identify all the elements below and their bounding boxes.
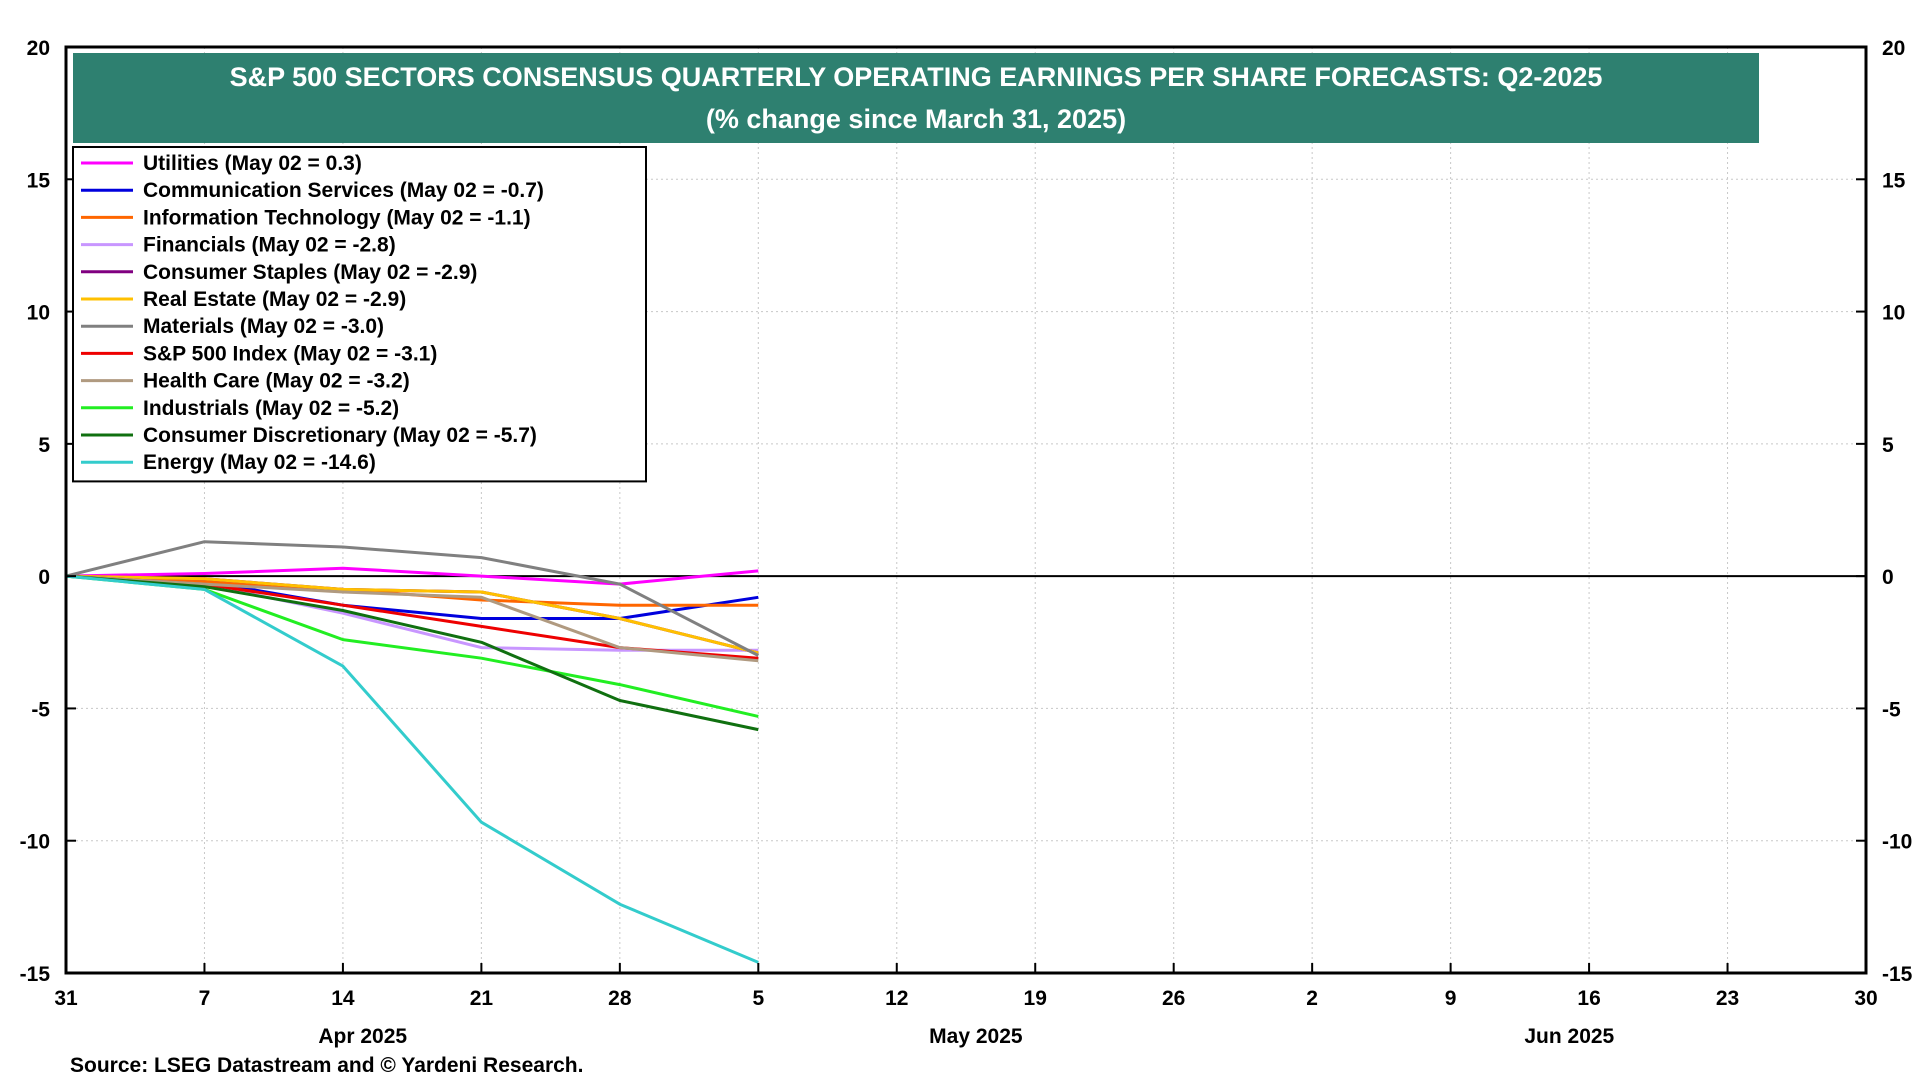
legend-label: S&P 500 Index (May 02 = -3.1) [143, 342, 437, 365]
series-line [65, 574, 759, 663]
y-tick-label: 15 [27, 169, 51, 192]
y-tick-label: 20 [1882, 37, 1905, 60]
series-lines [65, 540, 759, 964]
legend-label: Communication Services (May 02 = -0.7) [143, 179, 544, 202]
x-tick-label: 23 [1716, 987, 1739, 1010]
chart-title: S&P 500 SECTORS CONSENSUS QUARTERLY OPER… [230, 62, 1603, 92]
y-tick-label: 10 [27, 302, 50, 325]
series-line [65, 540, 759, 657]
chart-subtitle: (% change since March 31, 2025) [706, 104, 1126, 134]
series-line [65, 566, 759, 586]
source-note: Source: LSEG Datastream and © Yardeni Re… [70, 1054, 583, 1077]
x-tick-label: 7 [199, 987, 211, 1010]
x-tick-label: 21 [470, 987, 494, 1010]
y-tick-label: -10 [20, 831, 50, 854]
x-tick-label: 2 [1306, 987, 1318, 1010]
legend-label: Utilities (May 02 = 0.3) [143, 152, 362, 175]
y-tick-label: -15 [1882, 963, 1913, 986]
y-tick-label: 0 [1882, 566, 1894, 589]
y-tick-label: -10 [1882, 831, 1912, 854]
series-line [65, 574, 759, 655]
month-labels: Apr 2025 May 2025 Jun 2025 [318, 1025, 1614, 1048]
x-tick-label: 5 [752, 987, 764, 1010]
legend-label: Real Estate (May 02 = -2.9) [143, 288, 406, 311]
legend-label: Financials (May 02 = -2.8) [143, 234, 396, 257]
y-axis-right: -15 -10 -5 0 5 10 15 20 [1856, 37, 1913, 986]
x-axis: 31 7 14 21 28 5 12 19 26 2 9 16 23 30 [54, 963, 1878, 1010]
legend-label: Consumer Discretionary (May 02 = -5.7) [143, 424, 537, 447]
y-tick-label: -15 [20, 963, 51, 986]
legend-box [72, 146, 647, 483]
x-tick-label: 28 [608, 987, 632, 1010]
legend: Utilities (May 02 = 0.3) Communication Se… [72, 146, 647, 483]
month-label: Apr 2025 [318, 1025, 407, 1048]
x-tick-label: 12 [885, 987, 908, 1010]
title-banner: S&P 500 SECTORS CONSENSUS QUARTERLY OPER… [73, 53, 1759, 143]
y-tick-label: 0 [38, 566, 50, 589]
series-line [65, 574, 759, 964]
x-tick-label: 19 [1024, 987, 1047, 1010]
legend-label: Energy (May 02 = -14.6) [143, 451, 376, 474]
x-tick-label: 30 [1854, 987, 1877, 1010]
x-tick-label: 16 [1577, 987, 1600, 1010]
legend-label: Materials (May 02 = -3.0) [143, 315, 384, 338]
series-line [65, 574, 759, 732]
y-tick-label: 5 [1882, 434, 1894, 457]
month-label: Jun 2025 [1524, 1025, 1614, 1048]
legend-label: Information Technology (May 02 = -1.1) [143, 206, 531, 229]
plot-frame [64, 45, 1868, 975]
y-tick-label: 20 [27, 37, 50, 60]
month-label: May 2025 [929, 1025, 1023, 1048]
x-tick-label: 31 [54, 987, 78, 1010]
x-tick-label: 26 [1162, 987, 1185, 1010]
y-axis-left: -15 -10 -5 0 5 10 15 20 [20, 37, 76, 986]
y-tick-label: -5 [31, 698, 50, 721]
x-tick-label: 9 [1445, 987, 1457, 1010]
y-tick-label: -5 [1882, 698, 1901, 721]
y-tick-label: 10 [1882, 302, 1905, 325]
x-tick-label: 14 [331, 987, 355, 1010]
legend-label: Industrials (May 02 = -5.2) [143, 397, 399, 420]
title-box [73, 53, 1759, 143]
y-tick-label: 5 [38, 434, 50, 457]
legend-label: Consumer Staples (May 02 = -2.9) [143, 261, 477, 284]
y-tick-label: 15 [1882, 169, 1906, 192]
legend-label: Health Care (May 02 = -3.2) [143, 370, 410, 393]
